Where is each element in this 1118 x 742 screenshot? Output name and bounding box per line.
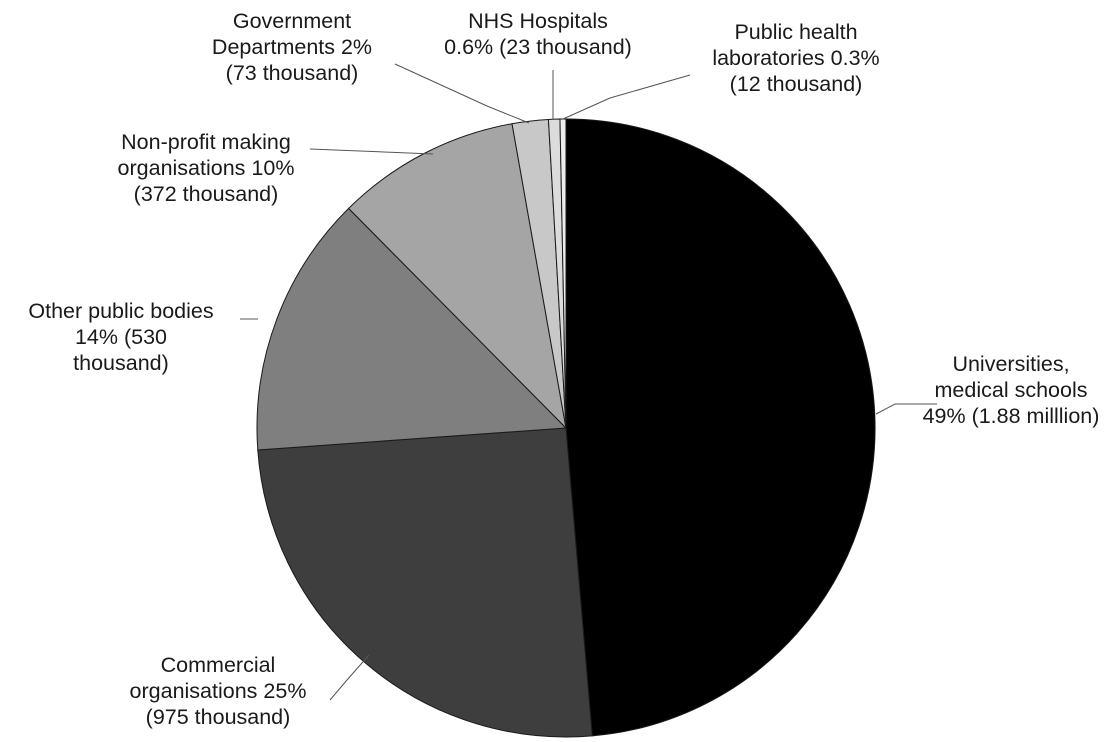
leader-line-public-health-laboratories bbox=[562, 74, 691, 120]
slice-label-line: (372 thousand) bbox=[134, 182, 279, 206]
slice-label-line: Public health bbox=[734, 20, 857, 44]
slice-label-other-public-bodies: Other public bodies 14% (530 thousand) bbox=[28, 299, 213, 375]
slice-label-line: laboratories 0.3% bbox=[712, 46, 879, 70]
slice-label-line: thousand) bbox=[73, 351, 169, 375]
slice-label-line: organisations 10% bbox=[118, 156, 295, 180]
leader-line-government-departments bbox=[394, 63, 530, 124]
slice-label-public-health-laboratories: Public health laboratories 0.3% (12 thousa… bbox=[712, 20, 879, 96]
pie-slices bbox=[256, 118, 876, 738]
pie-slice-universities-medical-schools bbox=[565, 118, 876, 737]
slice-labels: Universities, medical schools 49% (1.88 mi… bbox=[28, 9, 1099, 729]
slice-label-line: (975 thousand) bbox=[146, 705, 291, 729]
leader-line-commercial-organisations bbox=[329, 654, 370, 701]
slice-label-line: medical schools bbox=[935, 378, 1088, 402]
pie-slice-commercial-organisations bbox=[257, 427, 593, 738]
slice-label-line: NHS Hospitals bbox=[468, 9, 608, 33]
slice-label-line: Universities, bbox=[952, 352, 1069, 376]
leader-line-universities-medical-schools bbox=[875, 403, 937, 415]
slice-label-line: 49% (1.88 milllion) bbox=[923, 404, 1100, 428]
slice-label-line: organisations 25% bbox=[130, 679, 307, 703]
slice-label-commercial-organisations: Commercial organisations 25% (975 thousand… bbox=[130, 653, 307, 729]
pie-slice-other-public-bodies bbox=[256, 207, 567, 451]
slice-label-line: Commercial bbox=[161, 653, 276, 677]
slice-label-universities-medical-schools: Universities, medical schools 49% (1.88 mi… bbox=[923, 352, 1100, 428]
slice-label-nhs-hospitals: NHS Hospitals 0.6% (23 thousand) bbox=[444, 9, 632, 59]
slice-label-line: (73 thousand) bbox=[226, 61, 359, 85]
leader-line-non-profit-making-organisations bbox=[309, 148, 434, 155]
slice-label-line: (12 thousand) bbox=[730, 72, 863, 96]
pie-slice-public-health-laboratories bbox=[559, 118, 567, 429]
slice-label-line: Departments 2% bbox=[212, 35, 372, 59]
slice-label-line: Government bbox=[233, 9, 351, 33]
slice-label-non-profit-making-organisations: Non-profit making organisations 10% (372 t… bbox=[118, 130, 295, 206]
slice-label-line: Other public bodies bbox=[28, 299, 213, 323]
slice-label-line: Non-profit making bbox=[121, 130, 291, 154]
slice-label-line: 0.6% (23 thousand) bbox=[444, 35, 632, 59]
slice-label-line: 14% (530 bbox=[75, 325, 167, 349]
slice-label-government-departments: Government Departments 2% (73 thousand) bbox=[212, 9, 372, 85]
